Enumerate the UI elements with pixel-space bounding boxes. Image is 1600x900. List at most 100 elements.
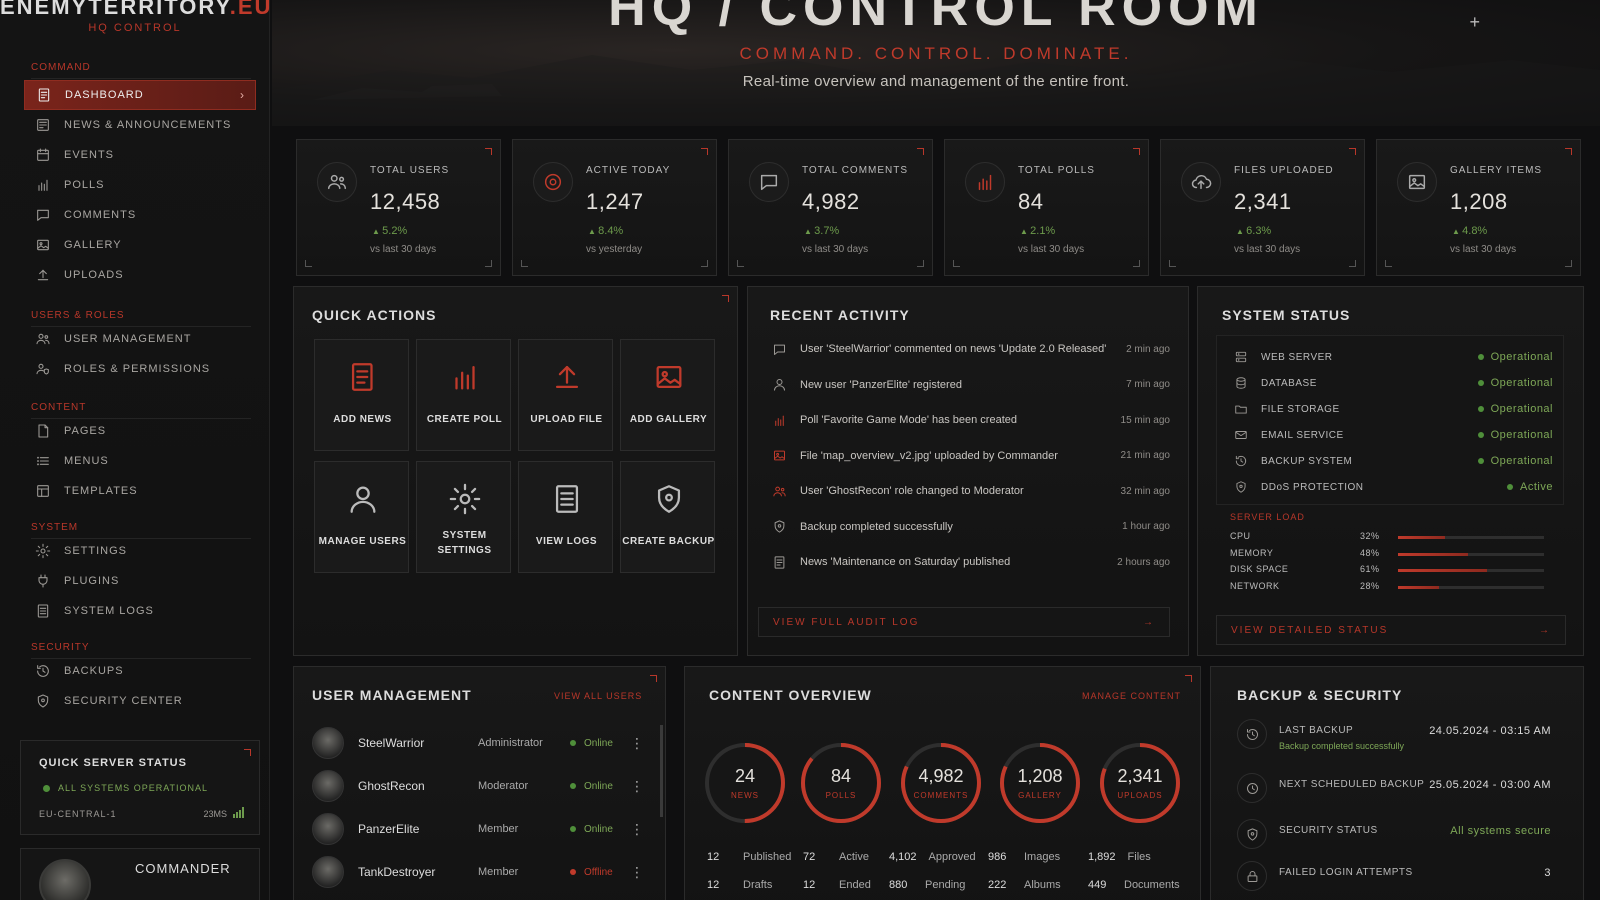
activity-item[interactable]: New user 'PanzerElite' registered 7 min a… xyxy=(770,375,1170,395)
stat-delta: ▲ 2.1% xyxy=(1020,225,1055,237)
user-row[interactable]: TankDestroyer Member Offline ⋮ xyxy=(312,852,652,892)
ring-label: NEWS xyxy=(731,791,759,800)
user-row[interactable]: PanzerElite Member Online ⋮ xyxy=(312,809,652,849)
brand-logo[interactable]: ENEMYTERRITORY.EU xyxy=(0,0,273,19)
more-options-icon[interactable]: ⋮ xyxy=(630,820,644,837)
user-management-panel: USER MANAGEMENT VIEW ALL USERS SteelWarr… xyxy=(293,666,666,900)
sidebar-item-gallery[interactable]: GALLERY xyxy=(24,230,256,260)
activity-item[interactable]: File 'map_overview_v2.jpg' uploaded by C… xyxy=(770,446,1170,466)
content-stat-count: 449 xyxy=(1088,879,1107,891)
sidebar-item-system-logs[interactable]: SYSTEM LOGS xyxy=(24,596,256,626)
upload-file-button[interactable]: UPLOAD FILE xyxy=(518,339,613,451)
user-row[interactable]: GhostRecon Moderator Online ⋮ xyxy=(312,766,652,806)
stat-card[interactable]: TOTAL COMMENTS 4,982 ▲ 3.7% vs last 30 days xyxy=(728,139,933,276)
content-ring[interactable]: 2,341 UPLOADS xyxy=(1098,741,1182,825)
stat-card[interactable]: FILES UPLOADED 2,341 ▲ 6.3% vs last 30 days xyxy=(1160,139,1365,276)
stat-delta: ▲ 6.3% xyxy=(1236,225,1271,237)
image-icon xyxy=(1397,162,1437,202)
stat-card[interactable]: ACTIVE TODAY 1,247 ▲ 8.4% vs yesterday xyxy=(512,139,717,276)
activity-text: User 'SteelWarrior' commented on news 'U… xyxy=(800,343,1107,355)
sidebar-item-backups[interactable]: BACKUPS xyxy=(24,656,256,686)
content-ring[interactable]: 84 POLLS xyxy=(799,741,883,825)
document-icon xyxy=(770,555,788,570)
content-stat-count: 222 xyxy=(988,879,1007,891)
avatar xyxy=(39,859,91,900)
status-dot xyxy=(1477,354,1484,360)
sidebar-item-settings[interactable]: SETTINGS xyxy=(24,536,256,566)
view-audit-log-button[interactable]: VIEW FULL AUDIT LOG → xyxy=(758,607,1170,637)
create-backup-button[interactable]: CREATE BACKUP xyxy=(620,461,715,573)
service-status-row: DATABASE Operational xyxy=(1233,374,1553,392)
backup-icon xyxy=(1233,454,1249,468)
activity-item[interactable]: User 'GhostRecon' role changed to Modera… xyxy=(770,481,1170,501)
news-icon xyxy=(34,116,52,134)
sidebar-item-templates[interactable]: TEMPLATES xyxy=(24,476,256,506)
scrollbar[interactable] xyxy=(660,725,663,817)
sidebar-item-menus[interactable]: MENUS xyxy=(24,446,256,476)
content-stat: 986 Images xyxy=(988,851,1060,863)
quick-server-status-title: QUICK SERVER STATUS xyxy=(39,757,187,769)
user-profile-card[interactable]: COMMANDER xyxy=(20,848,260,900)
add-news-button[interactable]: ADD NEWS xyxy=(314,339,409,451)
battlefield-backdrop xyxy=(272,55,1600,126)
user-row[interactable]: SteelWarrior Administrator Online ⋮ xyxy=(312,723,652,763)
sidebar-item-dashboard[interactable]: DASHBOARD › xyxy=(24,80,256,110)
stat-card[interactable]: TOTAL POLLS 84 ▲ 2.1% vs last 30 days xyxy=(944,139,1149,276)
user-status-text: Online xyxy=(584,780,613,792)
activity-item[interactable]: User 'SteelWarrior' commented on news 'U… xyxy=(770,339,1170,359)
user-name: SteelWarrior xyxy=(358,736,425,750)
sidebar-item-pages[interactable]: PAGES xyxy=(24,416,256,446)
sidebar-item-roles-permissions[interactable]: ROLES & PERMISSIONS xyxy=(24,354,256,384)
sidebar-item-plugins[interactable]: PLUGINS xyxy=(24,566,256,596)
sidebar-item-polls[interactable]: POLLS xyxy=(24,170,256,200)
ring-value: 84 xyxy=(830,766,852,786)
activity-item[interactable]: Backup completed successfully 1 hour ago xyxy=(770,517,1170,537)
more-options-icon[interactable]: ⋮ xyxy=(630,734,644,751)
status-dot xyxy=(1477,458,1484,464)
corner-accent xyxy=(650,675,657,682)
manage-users-button[interactable]: MANAGE USERS xyxy=(314,461,409,573)
server-region: EU-CENTRAL-1 xyxy=(39,809,117,819)
ring-label: POLLS xyxy=(825,791,857,800)
backup-row-label: FAILED LOGIN ATTEMPTS xyxy=(1279,867,1413,878)
ring-value: 1,208 xyxy=(1017,766,1063,786)
stat-card[interactable]: GALLERY ITEMS 1,208 ▲ 4.8% vs last 30 days xyxy=(1376,139,1581,276)
activity-item[interactable]: Poll 'Favorite Game Mode' has been creat… xyxy=(770,410,1170,430)
more-options-icon[interactable]: ⋮ xyxy=(630,863,644,880)
bar-chart-icon xyxy=(770,413,788,428)
system-settings-button[interactable]: SYSTEM SETTINGS xyxy=(416,461,511,573)
backup-security-row: NEXT SCHEDULED BACKUP 25.05.2024 - 03:00 … xyxy=(1231,769,1551,809)
user-name: PanzerElite xyxy=(358,822,420,836)
content-ring[interactable]: 4,982 COMMENTS xyxy=(899,741,983,825)
sidebar-item-security-center[interactable]: SECURITY CENTER xyxy=(24,686,256,716)
sidebar-item-comments[interactable]: COMMENTS xyxy=(24,200,256,230)
view-logs-button[interactable]: VIEW LOGS xyxy=(518,461,613,573)
sidebar-item-user-management[interactable]: USER MANAGEMENT xyxy=(24,324,256,354)
sidebar-item-label: UPLOADS xyxy=(64,269,124,281)
sidebar-item-uploads[interactable]: UPLOADS xyxy=(24,260,256,290)
view-all-users-link[interactable]: VIEW ALL USERS xyxy=(554,691,643,701)
content-stat-label: Documents xyxy=(1124,879,1180,891)
create-poll-button[interactable]: CREATE POLL xyxy=(416,339,511,451)
service-status-text: Operational xyxy=(1490,455,1553,467)
server-load-title: SERVER LOAD xyxy=(1230,512,1305,522)
backup-row-label: NEXT SCHEDULED BACKUP xyxy=(1279,779,1425,790)
database-icon xyxy=(1233,376,1249,390)
users-icon xyxy=(770,484,788,499)
ring-fill xyxy=(901,743,981,823)
sidebar-item-news-announcements[interactable]: NEWS & ANNOUNCEMENTS xyxy=(24,110,256,140)
content-ring[interactable]: 1,208 GALLERY xyxy=(998,741,1082,825)
upload-icon xyxy=(34,266,52,284)
manage-content-link[interactable]: MANAGE CONTENT xyxy=(1082,691,1182,701)
sidebar-item-events[interactable]: EVENTS xyxy=(24,140,256,170)
add-gallery-button[interactable]: ADD GALLERY xyxy=(620,339,715,451)
recent-activity-panel: RECENT ACTIVITY User 'SteelWarrior' comm… xyxy=(747,286,1189,656)
activity-item[interactable]: News 'Maintenance on Saturday' published… xyxy=(770,552,1170,572)
content-stat-count: 12 xyxy=(707,879,720,891)
more-options-icon[interactable]: ⋮ xyxy=(630,777,644,794)
content-ring[interactable]: 24 NEWS xyxy=(703,741,787,825)
content-stat: 12 Ended xyxy=(803,879,871,891)
activity-text: File 'map_overview_v2.jpg' uploaded by C… xyxy=(800,449,1058,462)
view-detailed-status-button[interactable]: VIEW DETAILED STATUS → xyxy=(1216,615,1566,645)
stat-card[interactable]: TOTAL USERS 12,458 ▲ 5.2% vs last 30 days xyxy=(296,139,501,276)
